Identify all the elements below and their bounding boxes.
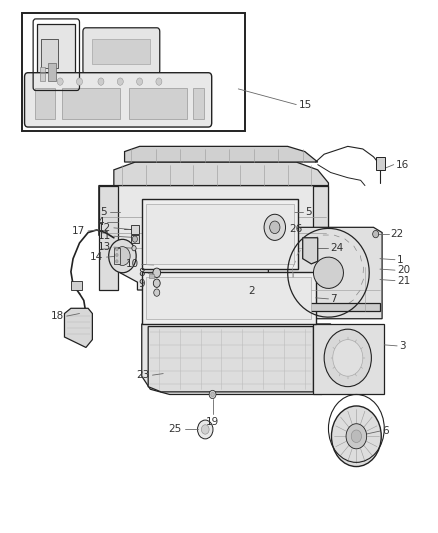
Text: 3: 3: [399, 341, 406, 351]
Polygon shape: [114, 162, 328, 185]
Circle shape: [373, 230, 379, 238]
Circle shape: [109, 239, 136, 273]
Text: 8: 8: [138, 268, 145, 278]
Bar: [146, 277, 311, 319]
Polygon shape: [99, 185, 118, 290]
Bar: [131, 235, 139, 243]
Circle shape: [116, 248, 118, 251]
Circle shape: [346, 424, 367, 449]
Bar: [146, 204, 294, 264]
Text: 11: 11: [98, 231, 111, 241]
Bar: [131, 225, 139, 233]
Text: 12: 12: [98, 223, 111, 233]
Text: 5: 5: [100, 207, 106, 216]
Circle shape: [116, 260, 118, 263]
Circle shape: [351, 430, 361, 442]
Circle shape: [156, 78, 162, 85]
Bar: [129, 88, 187, 119]
Text: 16: 16: [396, 160, 409, 169]
Text: 5: 5: [305, 207, 311, 216]
Bar: [193, 88, 204, 119]
Bar: [92, 39, 150, 64]
Polygon shape: [314, 257, 343, 288]
Circle shape: [153, 279, 160, 287]
Text: 2: 2: [248, 286, 254, 295]
Polygon shape: [303, 238, 318, 264]
Polygon shape: [275, 303, 380, 311]
Circle shape: [209, 390, 216, 399]
Polygon shape: [142, 324, 331, 394]
Circle shape: [115, 247, 130, 265]
Text: 18: 18: [50, 311, 64, 321]
Text: 14: 14: [90, 252, 103, 262]
Circle shape: [211, 392, 214, 397]
Bar: [35, 88, 55, 119]
Text: 1: 1: [397, 255, 404, 265]
Bar: [114, 248, 120, 264]
Text: 25: 25: [168, 424, 182, 434]
Circle shape: [117, 78, 123, 85]
Polygon shape: [314, 185, 328, 290]
Text: 23: 23: [136, 370, 149, 380]
Text: 4: 4: [98, 217, 104, 227]
Circle shape: [153, 268, 161, 278]
Bar: [21, 13, 245, 131]
Bar: [41, 39, 58, 68]
Polygon shape: [36, 23, 75, 86]
FancyBboxPatch shape: [83, 28, 160, 74]
Circle shape: [57, 78, 63, 85]
Text: 24: 24: [331, 243, 344, 253]
Bar: [142, 199, 298, 269]
Text: 10: 10: [126, 260, 139, 269]
Circle shape: [77, 78, 82, 85]
Circle shape: [332, 406, 381, 466]
Text: 21: 21: [397, 276, 410, 286]
Polygon shape: [99, 185, 328, 290]
Polygon shape: [268, 228, 382, 319]
Circle shape: [116, 254, 118, 256]
Polygon shape: [314, 324, 384, 394]
Circle shape: [154, 289, 160, 296]
Circle shape: [137, 78, 143, 85]
Bar: [39, 73, 45, 81]
Bar: [149, 274, 154, 278]
Polygon shape: [64, 308, 92, 348]
Circle shape: [132, 236, 138, 242]
Text: 7: 7: [330, 294, 336, 304]
Circle shape: [98, 78, 104, 85]
Text: 20: 20: [397, 265, 410, 275]
Bar: [142, 272, 316, 324]
Circle shape: [132, 246, 136, 251]
Text: 6: 6: [382, 426, 389, 436]
Circle shape: [198, 420, 213, 439]
Bar: [71, 280, 81, 290]
Text: 26: 26: [289, 224, 302, 234]
Bar: [62, 88, 120, 119]
Text: 19: 19: [206, 417, 219, 427]
Text: 15: 15: [298, 100, 312, 110]
Text: 9: 9: [138, 279, 145, 289]
Polygon shape: [148, 327, 314, 392]
Bar: [48, 63, 56, 81]
Circle shape: [264, 214, 286, 240]
Circle shape: [270, 221, 280, 233]
Circle shape: [201, 425, 209, 434]
Circle shape: [333, 340, 363, 376]
Bar: [376, 157, 385, 170]
Bar: [39, 67, 45, 72]
Text: 13: 13: [98, 242, 111, 252]
Text: 22: 22: [391, 229, 404, 239]
Polygon shape: [124, 147, 318, 162]
FancyBboxPatch shape: [25, 72, 212, 127]
Text: 17: 17: [72, 226, 85, 236]
Circle shape: [324, 329, 371, 386]
